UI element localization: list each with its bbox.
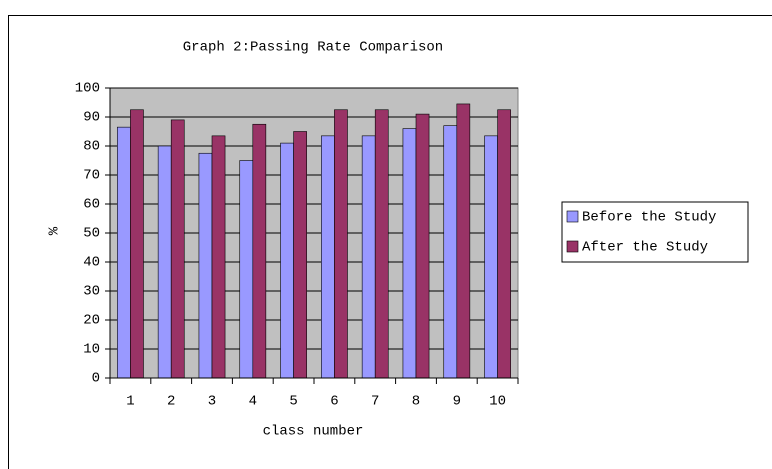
x-tick-label: 5: [289, 394, 297, 410]
x-tick-label: 4: [249, 394, 257, 410]
legend-swatch: [566, 210, 579, 223]
y-tick-label: 80: [83, 139, 100, 155]
y-tick-label: 50: [83, 226, 100, 242]
x-tick-label: 8: [412, 394, 420, 410]
bar: [170, 119, 185, 379]
bar: [252, 123, 267, 379]
y-tick-label: 40: [83, 255, 100, 271]
x-tick-label: 6: [330, 394, 338, 410]
bar: [334, 109, 348, 379]
x-tick-label: 1: [126, 394, 134, 410]
legend-label: Before the Study: [582, 210, 716, 226]
legend-label: After the Study: [582, 240, 708, 256]
bar: [402, 128, 417, 379]
y-tick-label: 10: [83, 342, 100, 358]
y-tick-label: 90: [83, 110, 100, 126]
x-tick-label: 3: [208, 394, 216, 410]
x-axis-label: class number: [263, 424, 364, 440]
y-tick-label: 100: [75, 81, 100, 97]
bar: [211, 135, 226, 379]
y-tick-label: 0: [92, 371, 100, 387]
bar: [130, 109, 144, 379]
x-tick-label: 10: [489, 394, 506, 410]
y-tick-label: 60: [83, 197, 100, 213]
y-tick-label: 20: [83, 313, 100, 329]
bar: [198, 152, 213, 379]
x-tick-label: 2: [167, 394, 175, 410]
chart-title: Graph 2:Passing Rate Comparison: [183, 40, 443, 56]
legend-swatch: [566, 240, 579, 253]
y-tick-label: 30: [83, 284, 100, 300]
x-tick-label: 9: [453, 394, 461, 410]
x-tick-label: 7: [371, 394, 379, 410]
bar: [415, 113, 430, 379]
legend-box: [561, 201, 749, 263]
bar: [239, 160, 254, 379]
bar: [497, 109, 511, 379]
bar: [374, 109, 389, 379]
bar: [293, 131, 307, 379]
bar: [321, 135, 335, 379]
bar: [484, 135, 498, 379]
bar: [117, 126, 131, 379]
y-tick-label: 70: [83, 168, 100, 184]
bar: [361, 135, 376, 379]
bar: [157, 145, 172, 379]
y-axis-label: %: [47, 226, 63, 235]
bar: [443, 125, 458, 379]
bar: [280, 142, 294, 379]
bar: [456, 103, 471, 379]
